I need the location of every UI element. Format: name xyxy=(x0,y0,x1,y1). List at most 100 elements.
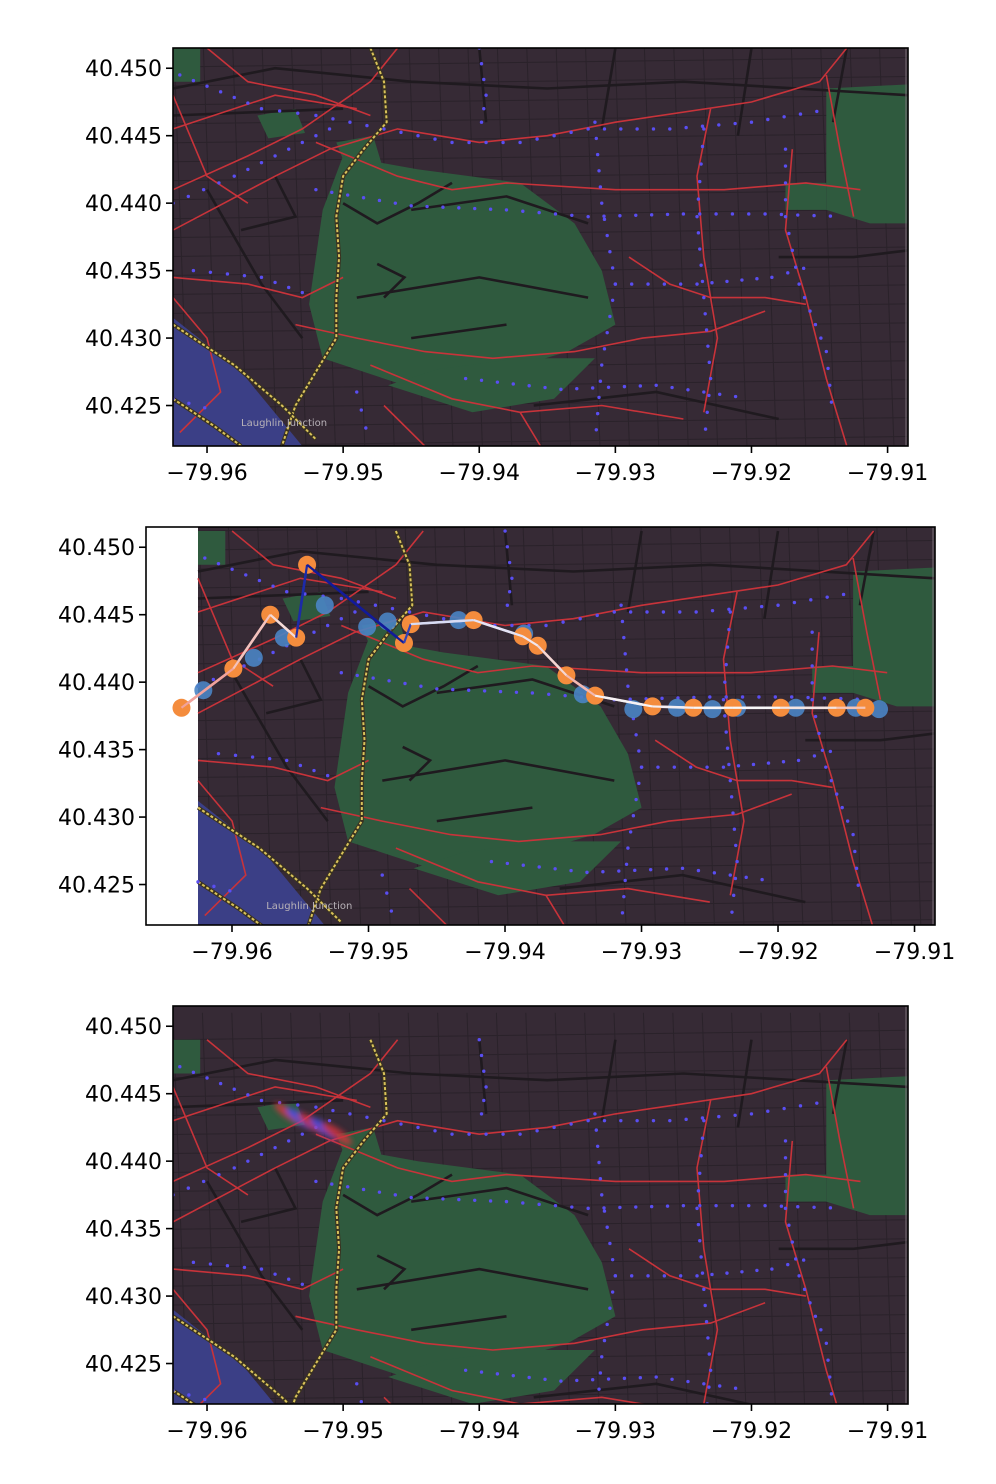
street xyxy=(787,527,804,925)
minor-road xyxy=(858,530,875,606)
bus-stop-dot xyxy=(721,697,726,702)
minor-road xyxy=(265,658,323,715)
street xyxy=(173,1029,908,1041)
bus-stop-dot xyxy=(385,891,389,895)
bus-stop-dot xyxy=(740,1270,744,1274)
bus-stop-dot xyxy=(250,755,255,759)
bus-stop-dot xyxy=(702,295,706,300)
minor-road xyxy=(533,390,779,421)
bus-stop-dot xyxy=(797,282,801,286)
bus-stop-dot xyxy=(783,1139,788,1143)
bus-stop-dot xyxy=(312,630,316,634)
bus-stop-dot xyxy=(815,1101,819,1105)
minor-road xyxy=(411,1186,589,1217)
park-area xyxy=(785,182,827,210)
major-road xyxy=(173,48,848,231)
bus-stop-dot xyxy=(495,380,500,384)
bus-stop-dot xyxy=(433,1129,437,1133)
street xyxy=(731,1012,747,1404)
bus-stop-dot xyxy=(661,610,666,614)
bus-stop-dot xyxy=(706,344,710,348)
street xyxy=(173,94,908,106)
bus-stop-dot xyxy=(559,1379,563,1383)
bus-stop-dot xyxy=(228,889,232,893)
x-tick-label: −79.95 xyxy=(302,461,383,486)
bus-stop-dot xyxy=(433,137,437,141)
path-segment-overlay xyxy=(402,623,412,644)
major-road xyxy=(315,141,861,191)
street xyxy=(732,48,748,446)
x-tick-label: −79.95 xyxy=(302,1419,383,1444)
bus-stop-dot xyxy=(629,282,634,286)
y-tick-label: 40.435 xyxy=(85,1218,162,1243)
bus-stop-dot xyxy=(787,1223,791,1227)
bus-stop-dot xyxy=(610,1290,615,1294)
bus-stop-dot xyxy=(178,1065,182,1069)
park-area xyxy=(853,567,935,707)
major-road xyxy=(173,1039,848,1223)
bus-stop-dot xyxy=(586,214,590,219)
bus-stop-dot xyxy=(783,147,788,151)
street xyxy=(907,1012,908,1027)
major-road xyxy=(173,1086,249,1196)
bus-stop-dot xyxy=(467,140,471,145)
path-segment-overlay xyxy=(565,674,596,697)
bus-stop-dot xyxy=(704,1419,707,1422)
bus-stop-dot xyxy=(779,212,784,217)
bus-stop-dot xyxy=(479,1112,484,1116)
bus-stop-dot xyxy=(489,859,494,864)
bus-stop-dot xyxy=(794,265,798,269)
bus-stop-dot xyxy=(419,684,423,688)
bus-stop-dot xyxy=(703,312,707,316)
bus-stop-dot xyxy=(662,1274,667,1278)
bus-stop-dot xyxy=(735,859,739,864)
bus-stop-dot xyxy=(527,384,531,388)
bus-stop-dot xyxy=(232,1166,236,1170)
bus-stop-dot xyxy=(186,194,191,199)
bus-stop-dot xyxy=(635,1118,639,1123)
bus-stop-dot xyxy=(535,137,539,141)
y-tick-label: 40.425 xyxy=(85,395,162,420)
bus-stop-dot xyxy=(377,1190,382,1194)
street xyxy=(702,48,719,446)
bus-stop-dot xyxy=(759,604,764,609)
x-tick-label: −79.94 xyxy=(464,940,545,965)
x-tick-label: −79.92 xyxy=(711,1419,792,1444)
bus-stop-dot xyxy=(602,127,607,131)
bus-stops xyxy=(196,529,860,915)
bus-stop-dot xyxy=(330,190,334,195)
bus-stop-dot xyxy=(812,213,816,218)
bus-stop-dot xyxy=(575,386,579,391)
bus-stop-dot xyxy=(704,1320,709,1324)
bus-stop-dot xyxy=(732,827,737,831)
bus-stop-dot xyxy=(808,1301,812,1305)
bus-stop-dot xyxy=(608,1306,612,1310)
bus-stop-dot xyxy=(672,765,677,769)
bus-stop-dot xyxy=(817,731,821,736)
bus-stop-dot xyxy=(700,279,705,284)
bus-stop-dot xyxy=(267,757,272,761)
bus-stop-dot xyxy=(495,1372,500,1376)
bus-stop-dot xyxy=(710,1272,714,1277)
bus-stop-dot xyxy=(646,1274,650,1278)
major-road xyxy=(315,1133,861,1183)
minor-road xyxy=(778,249,908,259)
bus-stop-dot xyxy=(794,1257,798,1261)
bus-stop-dot xyxy=(610,298,615,302)
bus-stop-dot xyxy=(570,213,574,217)
bus-stop-dot xyxy=(416,133,420,138)
bus-stop-dot xyxy=(246,167,250,172)
path-segment-overlay xyxy=(295,564,309,638)
bus-stop-dot xyxy=(537,210,541,215)
bus-stop-dot xyxy=(602,1338,607,1343)
bus-stop-dot xyxy=(618,1205,622,1210)
bus-stop-dot xyxy=(696,1189,701,1193)
major-road xyxy=(173,297,222,434)
bus-stop-dot xyxy=(717,123,721,127)
street xyxy=(197,540,935,551)
observed-point xyxy=(315,596,334,615)
bus-stop-dot xyxy=(826,1358,830,1362)
bus-stop-dot xyxy=(608,314,612,319)
bus-stop-dot xyxy=(479,1370,484,1374)
bus-stop-dot xyxy=(740,695,745,699)
